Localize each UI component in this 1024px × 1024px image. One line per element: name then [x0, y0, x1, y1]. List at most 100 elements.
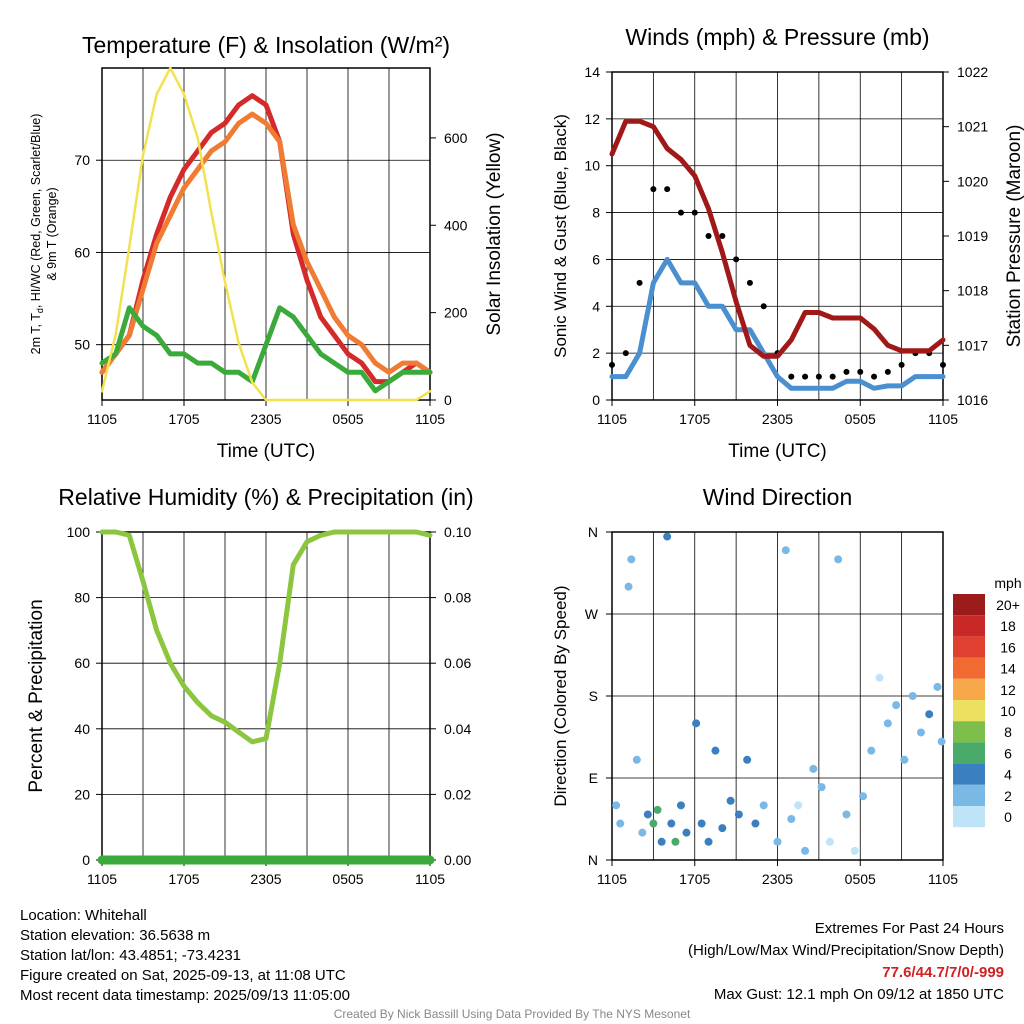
wind-gust-point: [664, 186, 671, 193]
temp-series-line: [100, 66, 432, 402]
dir-scatter-point: [908, 692, 917, 700]
dir-legend-swatch: [953, 678, 985, 700]
rh-ytick-label: 100: [67, 524, 91, 540]
rh-xtick-label: 1105: [415, 871, 445, 887]
dir-scatter-point: [697, 819, 706, 828]
dir-scatter-point: [787, 815, 796, 823]
dir-xtick-label: 1105: [597, 871, 627, 887]
temp-series-line: [99, 305, 433, 394]
dir-legend-label: 18: [1000, 618, 1016, 634]
wind-gust-point: [871, 373, 878, 380]
wind-gust-point: [636, 279, 643, 286]
wind-ylabel: Sonic Wind & Gust (Blue, Black): [551, 114, 570, 358]
wind-gust-point: [940, 361, 946, 368]
temp-ylabel-right: Solar Insolation (Yellow): [484, 132, 505, 335]
temp-ytick-label: 70: [74, 152, 90, 168]
rh-series-line: [99, 529, 433, 745]
dir-legend-label: 12: [1000, 682, 1016, 698]
wind-ytick-label: 4: [592, 298, 600, 314]
rh-ytick-label: 20: [74, 786, 90, 802]
dir-scatter-point: [743, 755, 752, 764]
dir-scatter-point: [653, 805, 662, 814]
dir-ytick-label: N: [588, 524, 598, 540]
wind-ytick-right-label: 1022: [957, 64, 988, 80]
dir-legend-swatch: [953, 763, 985, 785]
dir-scatter-point: [794, 801, 803, 810]
wind-xtick-label: 1105: [928, 411, 958, 427]
rh-ytick-right-label: 0.00: [444, 852, 471, 868]
temp-ytick-right-label: 200: [444, 305, 468, 321]
latlon-text: Station lat/lon: 43.4851; -73.4231: [20, 947, 242, 964]
rh-ytick-right-label: 0.02: [444, 786, 471, 802]
dir-ytick-label: S: [589, 688, 598, 704]
rh-ytick-right-label: 0.10: [444, 524, 471, 540]
wind-gust-point: [609, 361, 615, 368]
dir-scatter-point: [649, 819, 658, 828]
dir-legend-swatch: [953, 806, 985, 828]
dir-legend-label: 16: [1000, 639, 1016, 655]
dir-scatter-point: [663, 532, 672, 541]
dir-legend-label: 20+: [996, 597, 1020, 613]
rh-xtick-label: 0505: [332, 871, 363, 887]
dir-scatter-point: [892, 701, 901, 710]
wind-ytick-label: 14: [584, 64, 600, 80]
wind-xtick-label: 0505: [845, 411, 876, 427]
created-text: Figure created on Sat, 2025-09-13, at 11…: [20, 967, 346, 984]
dir-scatter-point: [781, 546, 790, 555]
wind-gust-point: [719, 233, 726, 239]
temp-ylabel-line2: & 9m T (Orange): [45, 187, 59, 280]
dir-legend-label: 10: [1000, 703, 1016, 719]
dir-legend-swatch: [953, 784, 985, 806]
wind-ylabel-right: Station Pressure (Maroon): [1004, 125, 1024, 348]
wind-ytick-right-label: 1016: [957, 392, 988, 408]
temp-series-line: [99, 93, 433, 385]
dir-ytick-label: W: [585, 606, 599, 622]
dir-legend-label: 0: [1004, 809, 1012, 825]
rh-ytick-label: 40: [74, 721, 90, 737]
dir-scatter-point: [850, 846, 859, 855]
wind-series-line: [609, 118, 946, 359]
dir-xtick-label: 1105: [928, 871, 958, 887]
dir-scatter-point: [734, 810, 743, 819]
dir-scatter-point: [900, 755, 909, 764]
dir-scatter-point: [825, 837, 834, 846]
dir-scatter-point: [773, 837, 782, 846]
dir-legend-swatch: [953, 742, 985, 764]
rh-ytick-label: 80: [74, 590, 90, 606]
dir-scatter-point: [711, 746, 720, 755]
dir-scatter-point: [937, 737, 946, 746]
dir-scatter-point: [859, 792, 868, 801]
dir-scatter-point: [627, 555, 636, 564]
dir-scatter-point: [676, 801, 685, 810]
dir-legend-label: 14: [1000, 661, 1016, 677]
dir-scatter-point: [834, 555, 843, 564]
extremes-title: Extremes For Past 24 Hours: [814, 920, 1004, 937]
dir-legend-title: mph: [994, 575, 1021, 591]
dir-scatter-point: [718, 824, 727, 833]
dir-legend-swatch: [953, 721, 985, 743]
rh-ytick-right-label: 0.08: [444, 590, 471, 606]
temp-ytick-right-label: 600: [444, 130, 468, 146]
wind-ytick-label: 6: [592, 251, 600, 267]
rh-title: Relative Humidity (%) & Precipitation (i…: [58, 484, 473, 510]
temp-ytick-right-label: 0: [444, 392, 452, 408]
dir-title: Wind Direction: [703, 484, 853, 510]
dir-scatter-point: [692, 719, 701, 728]
dir-scatter-point: [817, 783, 826, 792]
rh-xtick-label: 2305: [250, 871, 281, 887]
dir-scatter-point: [612, 801, 621, 810]
rh-ytick-right-label: 0.04: [444, 721, 471, 737]
dir-scatter-point: [643, 810, 652, 819]
dir-xtick-label: 1705: [679, 871, 710, 887]
dir-xtick-label: 0505: [845, 871, 876, 887]
wind-ytick-right-label: 1019: [957, 228, 988, 244]
dir-scatter-point: [867, 746, 876, 755]
dir-scatter-point: [842, 810, 851, 819]
wind-ytick-right-label: 1018: [957, 283, 988, 299]
wind-xtick-label: 2305: [762, 411, 793, 427]
rh-ytick-label: 60: [74, 655, 90, 671]
wind-gust-point: [733, 256, 740, 263]
dir-scatter-point: [726, 796, 735, 805]
dir-legend-swatch: [953, 615, 985, 637]
dir-legend-swatch: [953, 657, 985, 679]
